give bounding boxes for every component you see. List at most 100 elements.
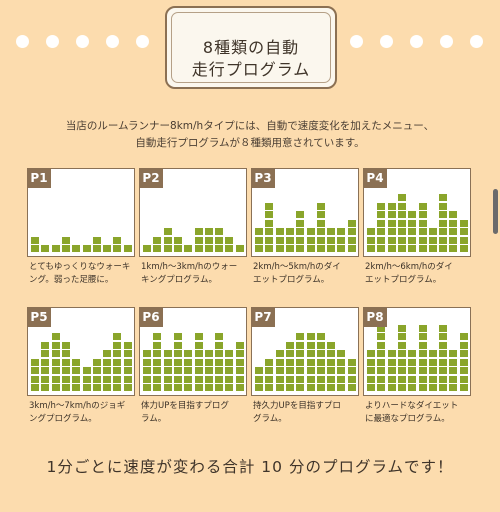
scrollbar-thumb[interactable] [493,189,498,234]
speed-bar-cell [184,375,193,383]
speed-bar-cell [194,367,203,374]
speed-bar-cell [397,350,406,357]
binder-hole [106,35,119,48]
speed-bar-cell [418,367,427,374]
speed-bar-cell [459,245,468,252]
speed-bar-cell [306,375,315,383]
speed-bar-cell [367,367,375,374]
speed-bar-cell [255,236,263,244]
speed-bar-cell [72,367,81,374]
speed-bar-cell [439,211,448,218]
program-label: P1 [27,168,51,188]
program-chart-frame: P2 [139,168,247,257]
speed-bar-cell [387,350,396,357]
speed-bar-cell [428,350,437,357]
speed-bar-cell [51,341,60,349]
speed-bar-cell [265,375,274,383]
speed-bar-cell [285,245,294,252]
speed-bar-cell [204,228,213,235]
speed-bar-cell [439,245,448,252]
intro-line-1: 当店のルームランナー8km/hタイプには、自動で速度変化を加えたメニュー、 [65,120,435,132]
speed-bar-cell [72,375,81,383]
speed-bar-cell [428,358,437,366]
speed-bar-cell [316,219,325,227]
speed-bar-cell [337,350,346,357]
program-caption-line: グラム。 [253,414,287,424]
speed-bar-cell [113,333,122,340]
speed-bar-cell [72,245,81,252]
speed-bar-cell [377,211,386,218]
speed-bar-cell [51,333,60,340]
program-caption-line: 体力UPを目指すプログ [141,401,229,411]
speed-bar-cell [306,350,315,357]
speed-bar-cell [408,375,417,383]
program-label: P8 [363,307,387,327]
speed-bar-cell [387,236,396,244]
speed-bar-cell [418,358,427,366]
speed-bar-cell [255,384,263,391]
program-caption-line: ラム。 [141,414,167,424]
program-chart-frame: P4 [363,168,471,257]
speed-bar-cell [113,341,122,349]
speed-bar-cell [377,350,386,357]
speed-bar-cell [265,219,274,227]
speed-bar-cell [337,358,346,366]
speed-bar-cell [143,367,151,374]
speed-bar-cell [61,384,70,391]
speed-bar-cell [418,324,427,332]
speed-bar-cell [459,384,468,391]
speed-bar-cell [235,245,244,252]
title-frame: 8種類の自動 走行プログラム [165,6,337,89]
speed-bar-cell [408,211,417,218]
speed-bar-cell [439,202,448,210]
speed-bar-cell [51,350,60,357]
program-caption: 持久力UPを目指すプロ グラム。 [253,400,363,426]
speed-bar-cell [377,245,386,252]
speed-bar-cell [173,358,182,366]
speed-bar-cell [123,384,132,391]
program-chart-frame: P7 [251,307,359,396]
program-chart-frame: P8 [363,307,471,396]
speed-bar-cell [377,384,386,391]
speed-bar-cell [82,245,91,252]
speed-bar-cell [408,350,417,357]
speed-bar-cell [327,358,336,366]
speed-bar-cell [306,384,315,391]
speed-bar-cell [439,367,448,374]
speed-bar-cell [285,384,294,391]
speed-bar-cell [204,367,213,374]
speed-bar-cell [51,245,60,252]
speed-bar-cell [215,350,224,357]
speed-bar-cell [377,358,386,366]
speed-bar-cell [215,236,224,244]
speed-bar-cell [41,358,50,366]
speed-bar-cell [449,375,458,383]
speed-bar-cell [408,367,417,374]
speed-bar-cell [41,350,50,357]
speed-bar-cell [367,228,375,235]
speed-bar-cell [215,245,224,252]
speed-bar-cell [449,384,458,391]
speed-bar-cell [367,236,375,244]
speed-bar-cell [439,333,448,340]
speed-bar-cell [316,211,325,218]
speed-bar-cell [428,245,437,252]
speed-bar-cell [459,236,468,244]
speed-bar-cell [397,228,406,235]
speed-bar-cell [194,384,203,391]
speed-bar-cell [418,219,427,227]
speed-bar-cell [41,341,50,349]
speed-bar-cell [265,211,274,218]
speed-bar-cell [347,228,356,235]
speed-bar-cell [235,350,244,357]
speed-bar-cell [163,350,172,357]
speed-bar-cell [173,333,182,340]
speed-bar-cell [428,375,437,383]
speed-bar-cell [31,245,39,252]
speed-bar-cell [113,245,122,252]
program-label: P6 [139,307,163,327]
speed-bar-cell [316,236,325,244]
speed-bar-cell [92,236,101,244]
speed-bar-cell [92,384,101,391]
